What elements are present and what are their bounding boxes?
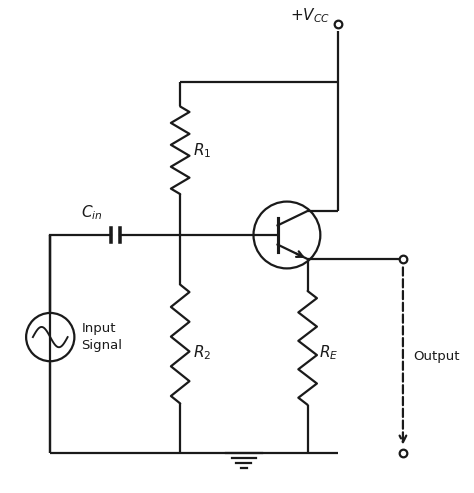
Text: $+V_{CC}$: $+V_{CC}$: [290, 6, 329, 25]
Text: $R_E$: $R_E$: [319, 343, 338, 362]
Text: Input
Signal: Input Signal: [82, 322, 122, 352]
Text: Output: Output: [413, 350, 460, 362]
Text: $C_{in}$: $C_{in}$: [81, 203, 103, 222]
Text: $R_2$: $R_2$: [193, 343, 211, 361]
Text: $R_1$: $R_1$: [193, 141, 211, 160]
